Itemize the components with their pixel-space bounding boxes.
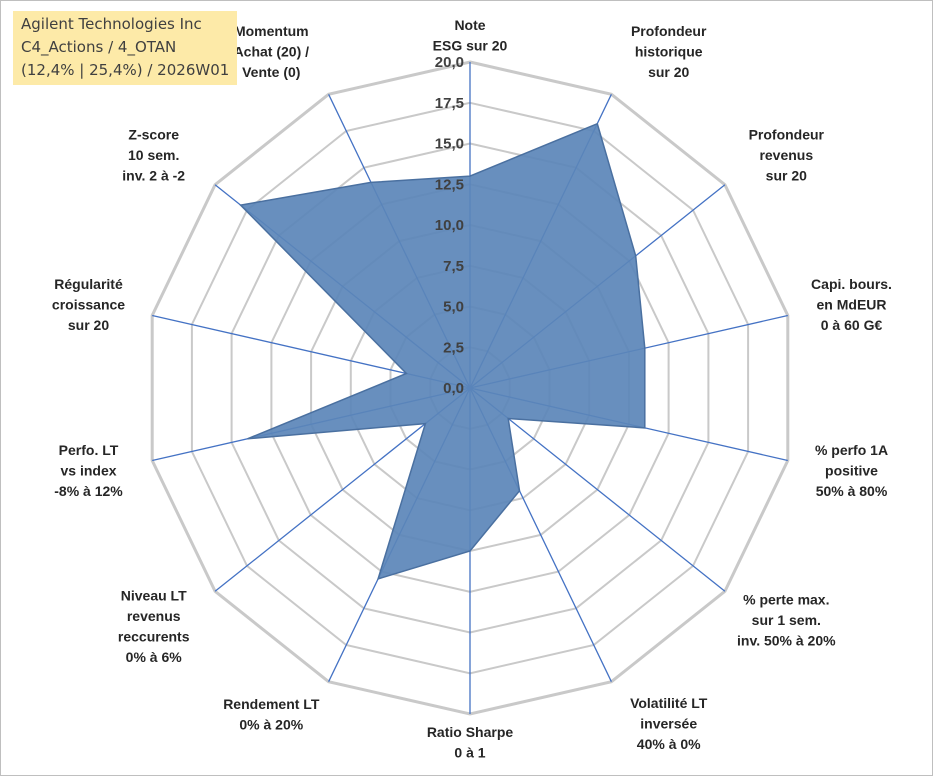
axis-label-6-line-2: 40% à 0%	[637, 736, 701, 752]
tick-label-2: 5,0	[443, 299, 464, 316]
axis-label-1-line-2: sur 20	[648, 64, 689, 80]
axis-label-5-line-2: inv. 50% à 20%	[737, 632, 836, 648]
axis-label-9-line-2: reccurents	[118, 629, 190, 645]
radar-series	[239, 122, 646, 581]
axis-label-5-line-0: % perte max.	[743, 591, 829, 607]
axis-label-10-line-1: vs index	[60, 463, 116, 479]
axis-label-3-line-2: 0 à 60 G€	[821, 317, 883, 333]
axis-label-0: Note ESG sur 20	[433, 17, 508, 54]
axis-label-11-line-0: Régularité	[54, 276, 123, 292]
axis-label-7-line-1: 0 à 1	[454, 744, 485, 760]
tick-label-1: 2,5	[443, 339, 464, 356]
axis-label-13-line-2: Vente (0)	[242, 64, 300, 80]
axis-label-0-line-1: ESG sur 20	[433, 37, 508, 53]
tick-label-6: 15,0	[435, 136, 464, 153]
axis-label-9-line-1: revenus	[127, 608, 181, 624]
axis-label-3: Capi. bours. en MdEUR 0 à 60 G€	[811, 276, 892, 333]
axis-label-1: Profondeur historique sur 20	[631, 23, 707, 80]
axis-label-2-line-1: revenus	[759, 147, 813, 163]
axis-label-2-line-2: sur 20	[766, 168, 807, 184]
axis-label-11-line-2: sur 20	[68, 317, 109, 333]
title-stats: (12,4% | 25,4%) / 2026W01	[21, 61, 230, 79]
axis-label-13-line-1: Achat (20) /	[234, 44, 310, 60]
axis-label-10-line-2: -8% à 12%	[54, 483, 123, 499]
tick-label-4: 10,0	[435, 217, 464, 234]
tick-label-7: 17,5	[435, 95, 464, 112]
axis-label-10: Perfo. LT vs index -8% à 12%	[54, 442, 123, 499]
axis-label-2: Profondeur revenus sur 20	[749, 127, 825, 184]
axis-label-3-line-0: Capi. bours.	[811, 276, 892, 292]
axis-label-2-line-0: Profondeur	[749, 127, 825, 143]
axis-label-4-line-2: 50% à 80%	[816, 483, 888, 499]
axis-label-8-line-1: 0% à 20%	[239, 716, 303, 732]
axis-label-12: Z-score 10 sem. inv. 2 à -2	[122, 127, 185, 184]
axis-label-9: Niveau LT revenus reccurents 0% à 6%	[118, 588, 190, 666]
axis-label-12-line-0: Z-score	[128, 127, 179, 143]
axis-label-8-line-0: Rendement LT	[223, 696, 320, 712]
title-company: Agilent Technologies Inc	[21, 15, 202, 33]
tick-label-8: 20,0	[435, 54, 464, 71]
axis-label-0-line-0: Note	[454, 17, 485, 33]
axis-label-13: Momentum Achat (20) / Vente (0)	[234, 23, 310, 80]
axis-label-7: Ratio Sharpe 0 à 1	[427, 724, 514, 761]
radial-tick-labels: 0,0 2,5 5,0 7,5 10,0 12,5 15,0 17,5 20,0	[435, 54, 464, 397]
tick-label-0: 0,0	[443, 380, 464, 397]
axis-label-11: Régularité croissance sur 20	[52, 276, 125, 333]
tick-label-5: 12,5	[435, 176, 464, 193]
axis-label-12-line-2: inv. 2 à -2	[122, 168, 185, 184]
tick-label-3: 7,5	[443, 258, 464, 275]
axis-label-1-line-1: historique	[635, 44, 703, 60]
axis-label-4-line-1: positive	[825, 463, 878, 479]
title-category: C4_Actions / 4_OTAN	[21, 38, 177, 56]
axis-label-9-line-3: 0% à 6%	[126, 649, 183, 665]
axis-label-12-line-1: 10 sem.	[128, 147, 179, 163]
axis-label-4: % perfo 1A positive 50% à 80%	[815, 442, 888, 499]
axis-label-10-line-0: Perfo. LT	[59, 442, 119, 458]
axis-label-6-line-1: inversée	[640, 715, 697, 731]
axis-label-5: % perte max. sur 1 sem. inv. 50% à 20%	[737, 591, 836, 648]
axis-label-6-line-0: Volatilité LT	[630, 695, 708, 711]
axis-label-1-line-0: Profondeur	[631, 23, 707, 39]
spoke-5	[469, 387, 726, 592]
axis-label-4-line-0: % perfo 1A	[815, 442, 888, 458]
axis-label-3-line-1: en MdEUR	[817, 297, 887, 313]
axis-labels: Note ESG sur 20 Profondeur historique sur 20…	[52, 17, 892, 761]
axis-label-8: Rendement LT 0% à 20%	[223, 696, 320, 733]
axis-label-6: Volatilité LT inversée 40% à 0%	[630, 695, 708, 752]
axis-label-13-line-0: Momentum	[234, 23, 309, 39]
chart-title-box: Agilent Technologies Inc C4_Actions / 4_…	[13, 11, 238, 85]
axis-label-7-line-0: Ratio Sharpe	[427, 724, 514, 740]
axis-label-5-line-1: sur 1 sem.	[752, 612, 821, 628]
axis-label-9-line-0: Niveau LT	[121, 588, 187, 604]
axis-label-11-line-1: croissance	[52, 297, 125, 313]
